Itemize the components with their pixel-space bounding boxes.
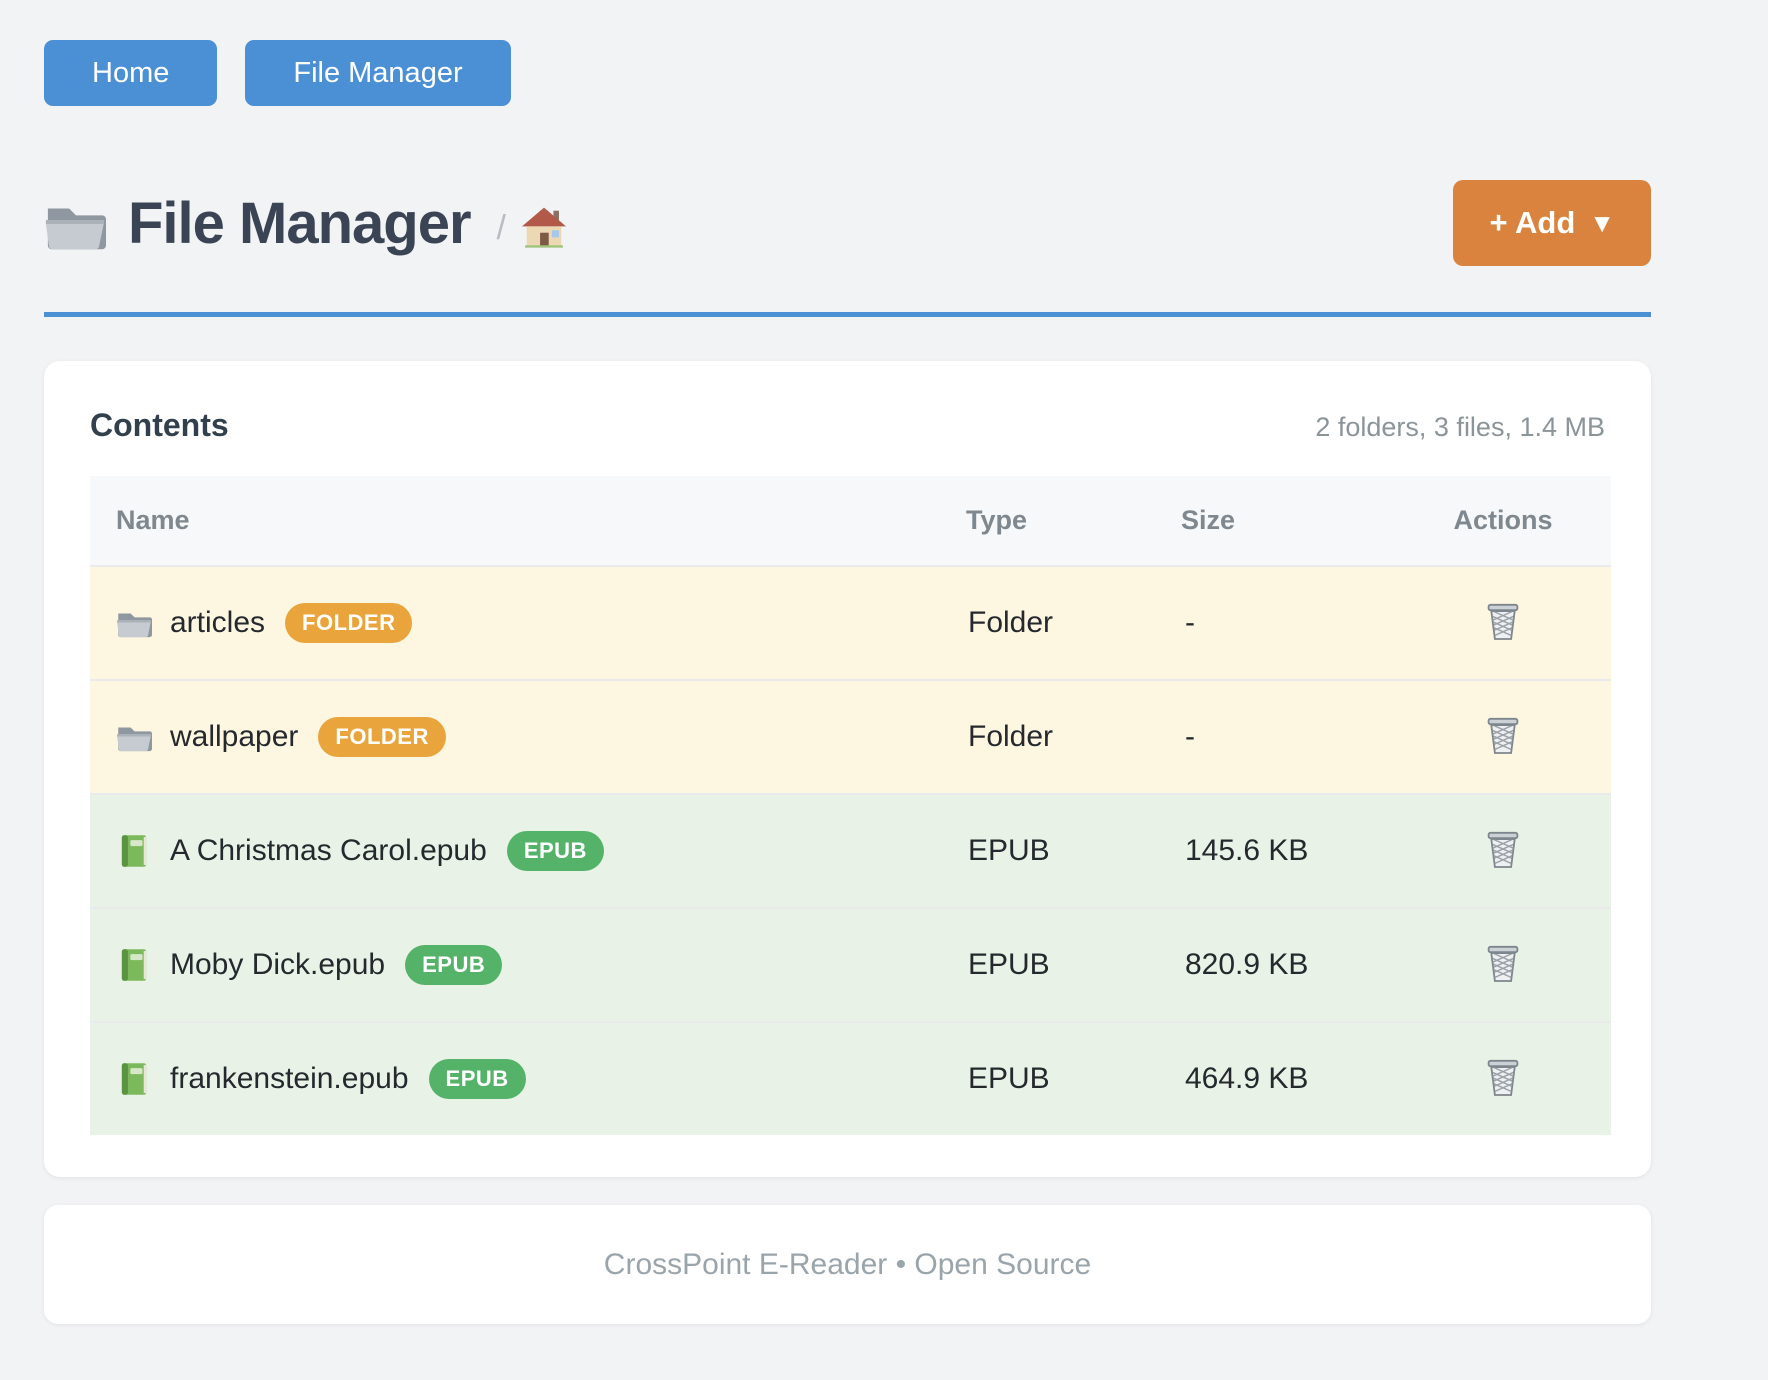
table-row: wallpaper FOLDER Folder - (90, 679, 1611, 794)
add-button[interactable]: + Add ▼ (1453, 180, 1651, 266)
type-cell: Folder (940, 565, 1155, 680)
size-cell: 145.6 KB (1155, 793, 1395, 908)
type-badge: EPUB (428, 1059, 526, 1099)
trash-icon (1485, 943, 1521, 983)
table-row: frankenstein.epub EPUB EPUB 464.9 KB (90, 1021, 1611, 1135)
delete-button[interactable] (1481, 597, 1525, 645)
green-book-icon (121, 949, 147, 981)
top-nav: Home File Manager (44, 0, 1651, 106)
type-cell: EPUB (940, 793, 1155, 908)
nav-file-manager-button[interactable]: File Manager (245, 40, 511, 106)
item-name[interactable]: wallpaper (170, 720, 299, 753)
add-button-label: + Add (1489, 205, 1576, 240)
name-cell: frankenstein.epub EPUB (90, 1021, 940, 1135)
actions-cell (1395, 565, 1611, 680)
trash-icon (1485, 1057, 1521, 1097)
item-name[interactable]: frankenstein.epub (170, 1062, 409, 1095)
green-book-icon (121, 835, 147, 867)
type-cell: Folder (940, 679, 1155, 794)
type-badge: FOLDER (318, 717, 446, 757)
page-title-group: File Manager / (44, 190, 1453, 257)
page: Home File Manager File Manager / + Add ▼… (44, 0, 1651, 1324)
size-cell: 464.9 KB (1155, 1021, 1395, 1135)
page-header: File Manager / + Add ▼ (44, 180, 1651, 266)
file-table: Name Type Size Actions articles FOLDER F… (90, 476, 1611, 1135)
delete-button[interactable] (1481, 1053, 1525, 1101)
column-header-size: Size (1155, 476, 1395, 566)
actions-cell (1395, 1021, 1611, 1135)
contents-heading: Contents (90, 407, 229, 443)
title-divider (44, 312, 1651, 317)
breadcrumb-separator: / (496, 208, 506, 247)
column-header-name: Name (90, 476, 940, 566)
chevron-down-icon: ▼ (1589, 207, 1615, 238)
folder-icon (117, 613, 152, 638)
size-cell: - (1155, 565, 1395, 680)
home-icon[interactable] (522, 207, 566, 249)
footer-text: CrossPoint E-Reader • Open Source (603, 1247, 1092, 1281)
trash-icon (1485, 829, 1521, 869)
table-row: Moby Dick.epub EPUB EPUB 820.9 KB (90, 907, 1611, 1022)
delete-button[interactable] (1481, 825, 1525, 873)
column-header-actions: Actions (1395, 476, 1611, 566)
item-name[interactable]: Moby Dick.epub (170, 948, 386, 981)
type-badge: EPUB (506, 831, 604, 871)
column-header-type: Type (940, 476, 1155, 566)
item-name[interactable]: articles (170, 606, 266, 639)
contents-card-header: Contents 2 folders, 3 files, 1.4 MB (90, 407, 1605, 444)
contents-table-body: articles FOLDER Folder - wallpaper (90, 565, 1611, 1135)
delete-button[interactable] (1481, 711, 1525, 759)
actions-cell (1395, 907, 1611, 1022)
type-badge: FOLDER (285, 603, 413, 643)
trash-icon (1485, 601, 1521, 641)
item-name[interactable]: A Christmas Carol.epub (170, 834, 487, 867)
type-badge: EPUB (405, 945, 503, 985)
table-header-row: Name Type Size Actions (90, 476, 1611, 566)
delete-button[interactable] (1481, 939, 1525, 987)
footer-card: CrossPoint E-Reader • Open Source (44, 1205, 1651, 1324)
contents-card: Contents 2 folders, 3 files, 1.4 MB Name… (44, 361, 1651, 1177)
size-cell: - (1155, 679, 1395, 794)
trash-icon (1485, 715, 1521, 755)
actions-cell (1395, 679, 1611, 794)
name-cell: A Christmas Carol.epub EPUB (90, 793, 940, 908)
type-cell: EPUB (940, 907, 1155, 1022)
folder-icon (117, 727, 152, 752)
name-cell: articles FOLDER (90, 565, 940, 680)
name-cell: wallpaper FOLDER (90, 679, 940, 794)
table-row: A Christmas Carol.epub EPUB EPUB 145.6 K… (90, 793, 1611, 908)
green-book-icon (121, 1063, 147, 1095)
table-row: articles FOLDER Folder - (90, 565, 1611, 680)
type-cell: EPUB (940, 1021, 1155, 1135)
folder-icon (45, 208, 106, 250)
actions-cell (1395, 793, 1611, 908)
name-cell: Moby Dick.epub EPUB (90, 907, 940, 1022)
page-title: File Manager (128, 190, 472, 256)
size-cell: 820.9 KB (1155, 907, 1395, 1022)
nav-home-button[interactable]: Home (44, 40, 218, 106)
contents-summary: 2 folders, 3 files, 1.4 MB (1315, 412, 1605, 442)
